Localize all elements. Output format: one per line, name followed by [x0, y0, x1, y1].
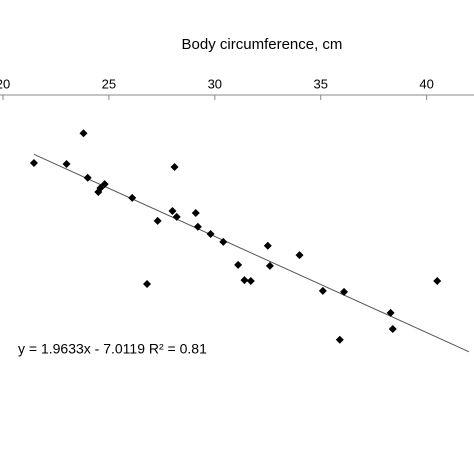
point: [335, 335, 344, 344]
point: [206, 230, 215, 239]
point: [172, 212, 181, 221]
point: [143, 279, 152, 288]
trendline-label: y = 1.9633x - 7.0119 R² = 0.81: [18, 341, 207, 357]
point: [193, 222, 202, 231]
point: [100, 180, 109, 189]
point: [246, 277, 255, 286]
x-axis-title: Body circumference, cm: [182, 36, 343, 53]
x-tick-label: 20: [0, 76, 10, 91]
point: [191, 208, 200, 217]
point: [340, 287, 349, 296]
point: [29, 159, 38, 168]
point: [79, 129, 88, 138]
x-tick-label: 25: [102, 76, 116, 91]
point: [263, 241, 272, 250]
trendline: [33, 153, 470, 353]
point: [318, 286, 327, 295]
point: [388, 325, 397, 334]
point: [62, 160, 71, 169]
point: [128, 193, 137, 202]
point: [295, 251, 304, 260]
point: [240, 276, 249, 285]
x-tick-label: 40: [419, 76, 433, 91]
point: [265, 261, 274, 270]
point: [433, 277, 442, 286]
x-tick-label: 30: [208, 76, 222, 91]
x-tick-label: 35: [313, 76, 327, 91]
point: [234, 260, 243, 269]
point: [170, 162, 179, 171]
plot: Body circumference, cm 20 25 30 35 40 y = 1.9…: [0, 36, 474, 357]
point: [153, 216, 162, 225]
point: [83, 173, 92, 182]
point: [96, 184, 105, 193]
point: [386, 308, 395, 317]
point: [219, 237, 228, 246]
point: [168, 207, 177, 216]
